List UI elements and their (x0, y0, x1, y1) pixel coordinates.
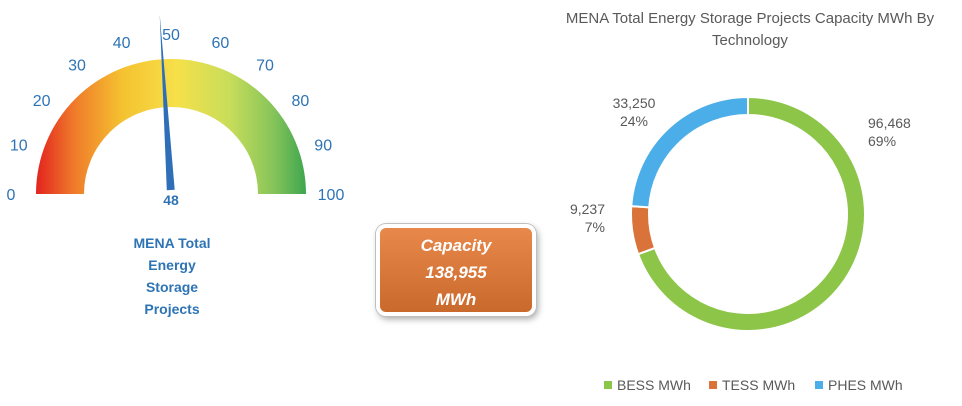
data-label-value: 33,250 (613, 95, 656, 111)
gauge-tick-label: 10 (10, 138, 28, 155)
donut-slice (630, 205, 657, 256)
capacity-value: 138,955 (425, 263, 487, 282)
gauge-needle (159, 14, 175, 191)
gauge-tick-label: 90 (314, 138, 332, 155)
gauge-tick-label: 60 (212, 35, 230, 52)
gauge-tick-label: 80 (292, 93, 310, 110)
gauge-value-label: 48 (163, 192, 179, 208)
gauge-caption-line: Storage (145, 279, 199, 295)
data-label-value: 96,468 (868, 115, 911, 131)
chart-title: MENA Total Energy Storage Projects Capac… (520, 8, 962, 52)
data-label-value: 9,237 (570, 201, 605, 217)
gauge-caption-line: Energy (148, 257, 196, 273)
gauge-tick-labels: 0 10 20 30 40 50 60 70 80 90 100 (7, 27, 345, 204)
gauge-caption: MENA Total Energy Storage Projects (102, 232, 242, 320)
legend: BESS MWh TESS MWh PHES MWh (604, 377, 903, 393)
legend-swatch (815, 381, 823, 389)
data-label-percent: 24% (620, 113, 648, 129)
capacity-box: Capacity 138,955 MWh (376, 224, 536, 316)
gauge-tick-label: 70 (256, 58, 274, 75)
gauge-tick-label: 20 (33, 93, 51, 110)
gauge-caption-line: MENA Total (133, 235, 211, 251)
capacity-label: Capacity (420, 236, 492, 255)
gauge-tick-label: 30 (68, 58, 86, 75)
gauge-caption-line: Projects (144, 301, 200, 317)
data-label-percent: 69% (868, 133, 896, 149)
chart-title-line: Technology (712, 32, 788, 49)
chart-title-line: MENA Total Energy Storage Projects Capac… (565, 10, 935, 27)
gauge-tick-label: 100 (318, 187, 345, 204)
legend-entry: PHES MWh (828, 377, 903, 393)
donut-slice (630, 95, 749, 209)
gauge-tick-label: 40 (113, 35, 131, 52)
capacity-unit: MWh (435, 290, 477, 309)
gauge-tick-label: 50 (162, 27, 180, 44)
legend-swatch (709, 381, 717, 389)
legend-entry: TESS MWh (722, 377, 795, 393)
data-label-percent: 7% (585, 219, 605, 235)
gauge-band (36, 59, 306, 194)
gauge-tick-label: 0 (7, 187, 16, 204)
legend-swatch (604, 381, 612, 389)
donut-chart: 96,468 69% 9,237 7% 33,250 24% BESS MWh TESS M… (570, 95, 911, 393)
gauge-chart: 0 10 20 30 40 50 60 70 80 90 100 48 (7, 14, 345, 208)
legend-entry: BESS MWh (617, 377, 691, 393)
